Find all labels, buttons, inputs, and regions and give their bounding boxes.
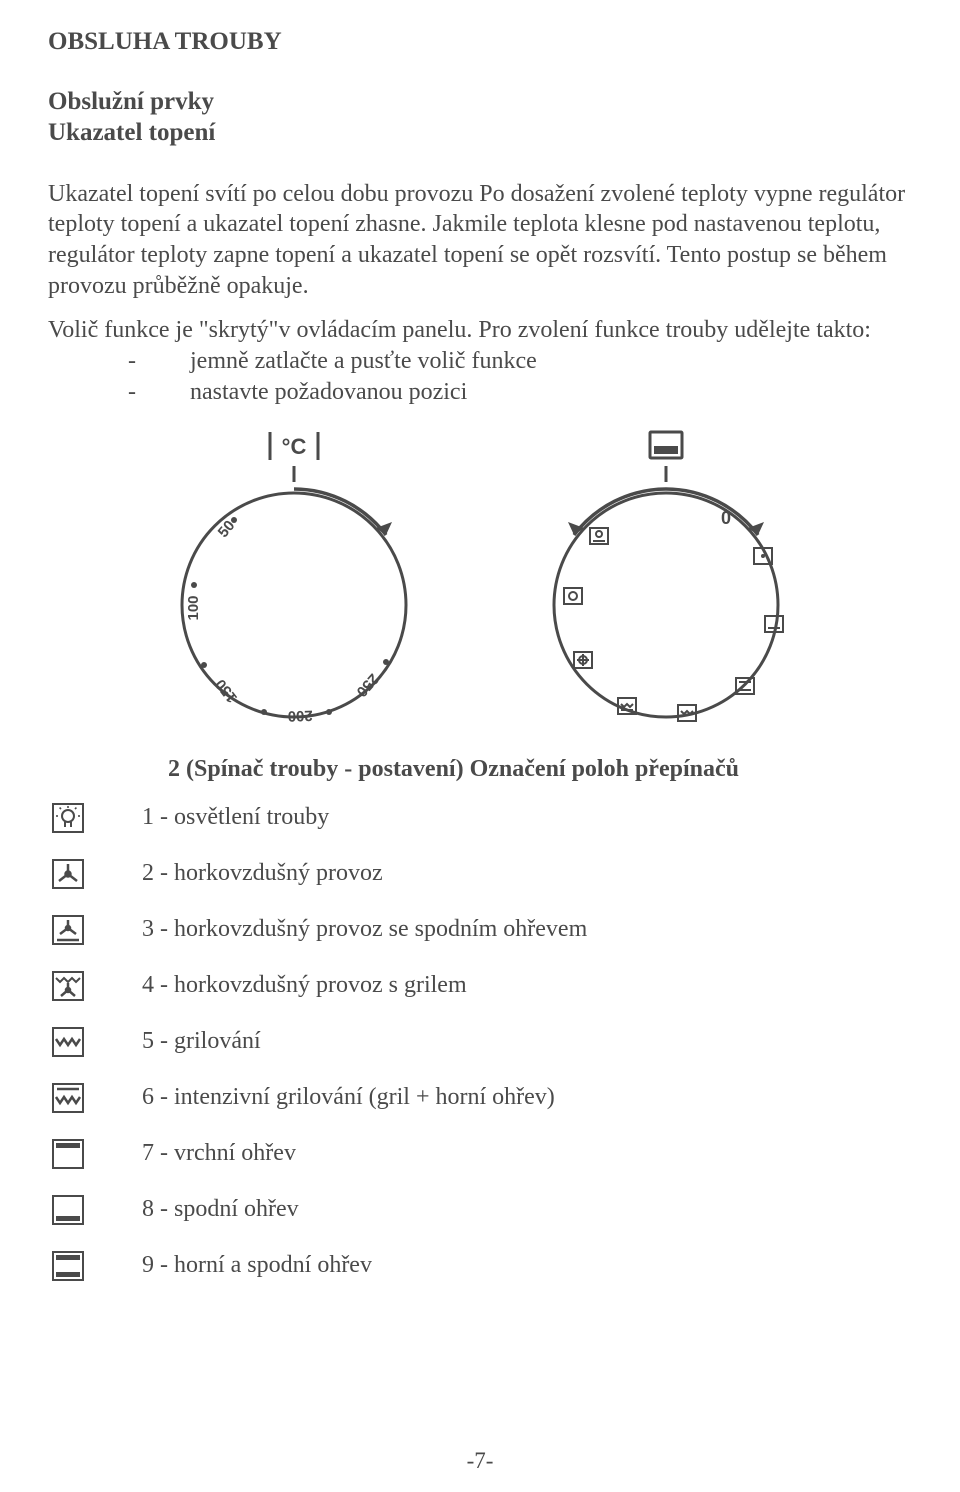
temperature-dial: °C 50 100 150 200 250: [164, 430, 424, 730]
light-icon: [52, 803, 84, 833]
dial-unit-label: °C: [282, 434, 307, 459]
fan-grill-icon: [52, 971, 84, 1001]
dials-row: °C 50 100 150 200 250: [48, 430, 912, 730]
legend-text: 9 - horní a spodní ohřev: [142, 1252, 372, 1279]
legend-item: 4 - horkovzdušný provoz s grilem: [48, 971, 912, 1001]
list-item-text: nastavte požadovanou pozici: [190, 377, 467, 408]
page-number: -7-: [467, 1448, 494, 1474]
fan-bottom-icon: [52, 915, 84, 945]
legend-text: 7 - vrchní ohřev: [142, 1140, 296, 1167]
bottom-heat-icon: [52, 1195, 84, 1225]
legend-text: 4 - horkovzdušný provoz s grilem: [142, 972, 467, 999]
legend-item: 5 - grilování: [48, 1027, 912, 1057]
bullet-dash: -: [128, 377, 190, 408]
legend-text: 8 - spodní ohřev: [142, 1196, 299, 1223]
legend-text: 2 - horkovzdušný provoz: [142, 860, 383, 887]
dial-tick-200: 200: [287, 706, 313, 724]
paragraph-2: Volič funkce je "skrytý"v ovládacím pane…: [48, 315, 912, 346]
paragraph-1: Ukazatel topení svítí po celou dobu prov…: [48, 179, 912, 302]
grill-icon: [52, 1027, 84, 1057]
dial-zero-label: 0: [721, 508, 731, 528]
top-bottom-heat-icon: [52, 1251, 84, 1281]
list-item: - jemně zatlačte a pusťte volič funkce: [48, 346, 912, 377]
legend-item: 1 - osvětlení trouby: [48, 803, 912, 833]
subheading-controls: Obslužní prvky: [48, 86, 912, 117]
legend-text: 5 - grilování: [142, 1028, 261, 1055]
legend-text: 6 - intenzivní grilování (gril + horní o…: [142, 1084, 555, 1111]
grill-top-icon: [52, 1083, 84, 1113]
list-item: - nastavte požadovanou pozici: [48, 377, 912, 408]
legend-title: 2 (Spínač trouby - postavení) Označení p…: [168, 756, 912, 783]
fan-icon: [52, 859, 84, 889]
section-title: OBSLUHA TROUBY: [48, 28, 912, 56]
legend-text: 3 - horkovzdušný provoz se spodním ohřev…: [142, 916, 587, 943]
legend-item: 3 - horkovzdušný provoz se spodním ohřev…: [48, 915, 912, 945]
legend-item: 8 - spodní ohřev: [48, 1195, 912, 1225]
legend-list: 1 - osvětlení trouby 2 - horkovzdušný pr…: [48, 803, 912, 1281]
legend-item: 7 - vrchní ohřev: [48, 1139, 912, 1169]
subheading-indicator: Ukazatel topení: [48, 117, 912, 148]
legend-item: 6 - intenzivní grilování (gril + horní o…: [48, 1083, 912, 1113]
bullet-dash: -: [128, 346, 190, 377]
dial-tick-100: 100: [185, 595, 202, 620]
list-item-text: jemně zatlačte a pusťte volič funkce: [190, 346, 537, 377]
instruction-list: - jemně zatlačte a pusťte volič funkce -…: [48, 346, 912, 407]
top-heat-icon: [52, 1139, 84, 1169]
function-dial: 0: [536, 430, 796, 730]
legend-item: 9 - horní a spodní ohřev: [48, 1251, 912, 1281]
legend-text: 1 - osvětlení trouby: [142, 804, 329, 831]
legend-item: 2 - horkovzdušný provoz: [48, 859, 912, 889]
dial-tick-250: 250: [353, 670, 382, 700]
